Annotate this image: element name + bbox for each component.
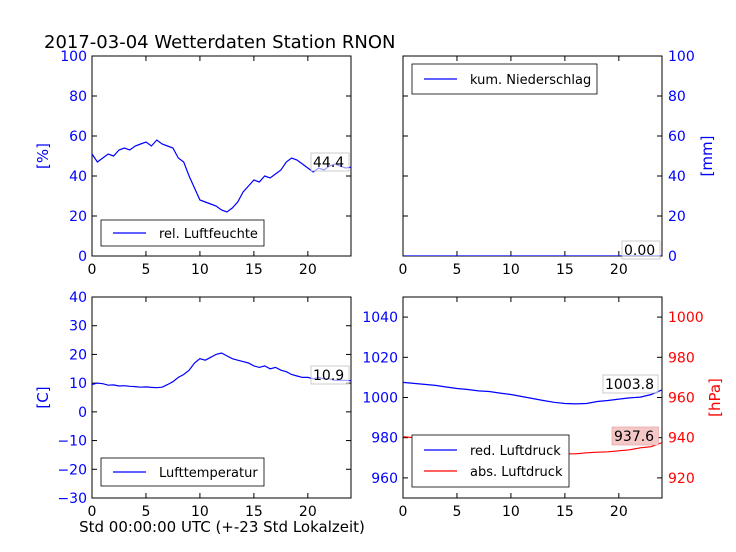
x-tick-label: 20 [299, 504, 317, 520]
x-tick-label: 0 [88, 262, 97, 278]
y-tick-label: 40 [69, 290, 87, 306]
x-tick-label: 15 [245, 504, 263, 520]
last-value-label: 0.00 [624, 243, 655, 259]
y-tick-label: 80 [69, 89, 87, 105]
y-tick-label: −10 [57, 434, 87, 450]
last-value-label: 10.9 [313, 368, 344, 384]
y-tick-label: 960 [371, 471, 398, 487]
x-tick-label: 15 [556, 262, 574, 278]
last-value-box [310, 365, 350, 385]
x-tick-label: 10 [191, 262, 209, 278]
y-tick-label: 20 [69, 209, 87, 225]
y2-tick-label: 1000 [668, 310, 704, 326]
x-tick-label: 5 [452, 262, 461, 278]
y-tick-label: 100 [668, 49, 695, 65]
x-tick-label: 0 [399, 262, 408, 278]
legend-label: rel. Luftfeuchte [159, 227, 258, 242]
y-tick-label: 980 [371, 431, 398, 447]
panel-precip: 0 5 10 15 20 0 20 40 60 80 100 [mm] 0.00 kum. Nieders… [399, 49, 716, 278]
y-tick-label: 60 [69, 129, 87, 145]
legend-label: Lufttemperatur [159, 466, 258, 481]
y-tick-label: 40 [69, 169, 87, 185]
y-tick-label: 100 [60, 49, 87, 65]
last-value-label: 1003.8 [605, 377, 654, 393]
x-tick-label: 5 [141, 504, 150, 520]
series-line-lufttemperatur [92, 352, 351, 389]
series-line-rel-luftfeuchte [92, 139, 351, 213]
y2-tick-label: 980 [668, 350, 695, 366]
y-tick-label: 0 [78, 249, 87, 265]
plot-frame [91, 55, 352, 257]
legend: Lufttemperatur [100, 457, 265, 487]
legend-label: kum. Niederschlag [470, 73, 591, 88]
panel-temperature: 0 5 10 15 20 −30 −20 −10 0 10 20 30 40 [C] 10.9 Lufttem… [34, 290, 352, 520]
y-tick-label: 10 [69, 376, 87, 392]
y-tick-label: 0 [668, 249, 677, 265]
y-tick-label: 1020 [362, 350, 398, 366]
x-tick-label: 5 [141, 262, 150, 278]
y2-axis-label: [hPa] [706, 378, 724, 417]
x-tick-label: 5 [452, 504, 461, 520]
legend: kum. Niederschlag [411, 63, 598, 95]
y-tick-label: −20 [57, 462, 87, 478]
x-tick-label: 10 [191, 504, 209, 520]
x-tick-label: 0 [88, 504, 97, 520]
x-axis-label: Std 00:00:00 UTC (+-23 Std Lokalzeit) [79, 518, 365, 536]
x-tick-label: 20 [610, 504, 628, 520]
x-tick-label: 20 [299, 262, 317, 278]
x-tick-label: 15 [556, 504, 574, 520]
x-tick-label: 10 [502, 504, 520, 520]
series-line-red-luftdruck [403, 381, 662, 405]
y-axis-label: [C] [34, 386, 52, 408]
last-value-label-2: 937.6 [614, 429, 654, 445]
x-tick-label: 0 [399, 504, 408, 520]
y-tick-label: 0 [78, 405, 87, 421]
figure-title: 2017-03-04 Wetterdaten Station RNON [44, 32, 395, 53]
last-value-box [621, 240, 661, 260]
y-tick-label: 1000 [362, 391, 398, 407]
x-tick-label: 15 [245, 262, 263, 278]
last-value-box [602, 374, 659, 394]
panel-pressure: 0 5 10 15 20 960 980 1000 1020 1040 920 940 960 980 10… [362, 296, 724, 520]
y-tick-label: 1040 [362, 310, 398, 326]
y-tick-label: 20 [69, 347, 87, 363]
last-value-box-2 [611, 426, 659, 446]
y-tick-label: 20 [668, 209, 686, 225]
y-tick-label: 40 [668, 169, 686, 185]
y2-tick-label: 920 [668, 471, 695, 487]
panel-humidity: 0 5 10 15 20 0 20 40 60 80 100 [%] 44.4 rel. Luftfeuc… [34, 49, 352, 278]
y-tick-label: 60 [668, 129, 686, 145]
plot-frame [91, 296, 352, 499]
y2-tick-label: 960 [668, 391, 695, 407]
last-value-label: 44.4 [313, 155, 344, 171]
y2-tick-label: 940 [668, 431, 695, 447]
y-axis-label: [mm] [698, 136, 716, 177]
legend: rel. Luftfeuchte [100, 219, 265, 247]
last-value-box [310, 152, 350, 172]
legend-box [411, 434, 570, 488]
y-axis-label: [%] [34, 143, 52, 169]
x-tick-label: 10 [502, 262, 520, 278]
y-tick-label: 30 [69, 319, 87, 335]
legend-label: abs. Luftdruck [470, 465, 563, 480]
legend-label: red. Luftdruck [470, 444, 561, 459]
legend: red. Luftdruck abs. Luftdruck [411, 434, 570, 488]
x-tick-label: 20 [610, 262, 628, 278]
y-tick-label: 80 [668, 89, 686, 105]
y-tick-label: −30 [57, 491, 87, 507]
